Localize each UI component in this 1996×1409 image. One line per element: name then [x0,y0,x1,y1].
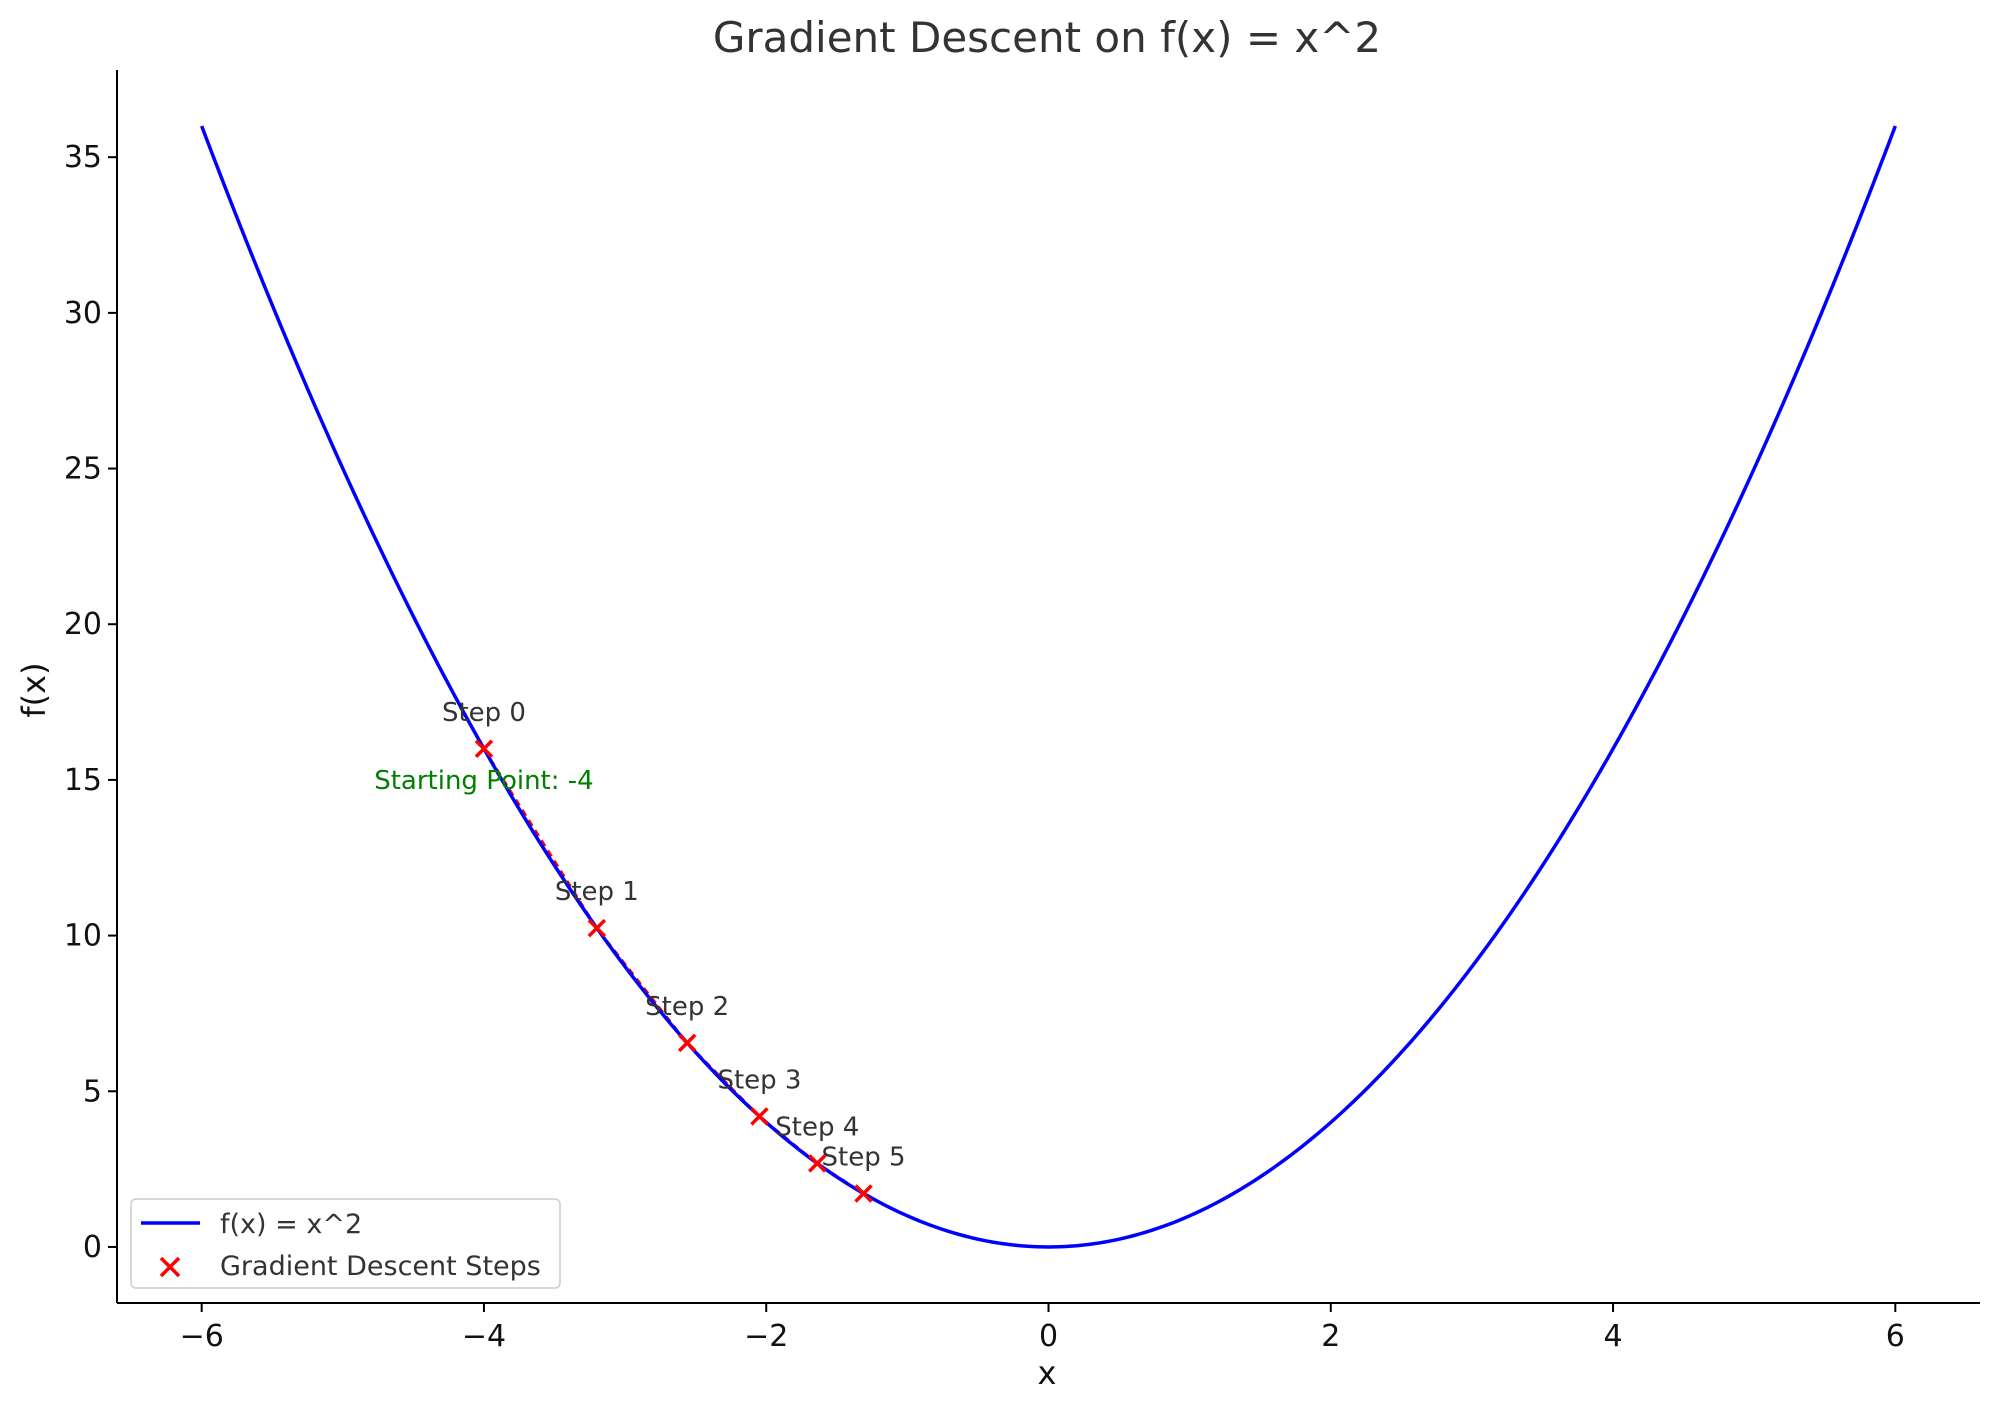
y-tick-label: 0 [83,1230,102,1265]
y-tick-label: 35 [64,140,102,175]
legend-cross-swatch-icon [159,1256,181,1278]
x-tick-label: 6 [1886,1319,1905,1354]
step-label: Step 4 [775,1112,859,1142]
step-label: Step 5 [822,1142,906,1172]
x-tick-label: 0 [1039,1319,1058,1354]
step-marker [750,1107,769,1126]
x-tick-label: −4 [462,1319,506,1354]
step-label: Step 0 [442,698,526,728]
x-tick-label: −6 [180,1319,224,1354]
starting-point-annotation: Starting Point: -4 [374,766,594,796]
step-marker [808,1154,827,1173]
x-axis-label: x [1038,1354,1057,1392]
step-marker [854,1184,873,1203]
legend-entry-steps: Gradient Descent Steps [220,1251,541,1282]
y-tick-label: 5 [83,1074,102,1109]
legend-entry-fx: f(x) = x^2 [220,1209,362,1240]
step-marker [587,918,607,938]
x-tick-label: 2 [1321,1319,1340,1354]
step-marker [677,1033,697,1053]
x-tick-label: −2 [744,1319,788,1354]
y-axis-label: f(x) [15,662,53,717]
x-axis-ticks: −6 −4 −2 0 2 4 6 [180,1303,1905,1354]
step-label: Step 3 [717,1065,801,1095]
y-tick-label: 30 [64,296,102,331]
x-tick-label: 4 [1603,1319,1622,1354]
legend-box [130,1198,561,1289]
step-marker [474,739,494,759]
step-label: Step 1 [555,877,639,907]
step-label: Step 2 [645,992,729,1022]
y-tick-label: 15 [64,763,102,798]
y-tick-label: 20 [64,607,102,642]
legend: f(x) = x^2 Gradient Descent Steps [130,1198,561,1289]
chart-title: Gradient Descent on f(x) = x^2 [713,13,1381,62]
y-tick-label: 25 [64,452,102,487]
y-tick-label: 10 [64,919,102,954]
y-axis-ticks: 0 5 10 15 20 25 30 35 [64,140,117,1265]
